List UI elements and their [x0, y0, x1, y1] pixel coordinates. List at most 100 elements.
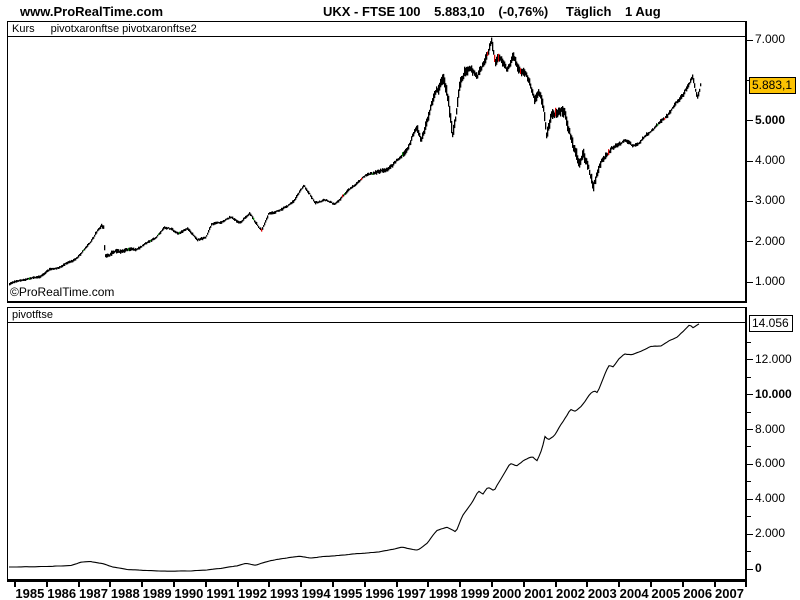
date-label: 1 Aug	[625, 4, 661, 19]
site-name: www.ProRealTime.com	[20, 4, 164, 19]
x-tick-label: 2003	[587, 586, 617, 600]
x-tick-label: 1998	[428, 586, 458, 600]
price-series	[9, 37, 702, 286]
x-tick-label: 1985	[15, 586, 45, 600]
price-y-axis[interactable]: 1.000 2.000 3.000 4.000 5.000 7.000 5.883,1	[747, 32, 800, 300]
x-tick	[14, 582, 16, 587]
x-tick	[459, 582, 462, 587]
x-tick	[491, 582, 493, 587]
price-panel: Kurs pivotxaronftse pivotxaronftse2 ©Pro…	[7, 21, 747, 303]
y-tick-label: 2.000	[755, 526, 786, 541]
x-tick-label: 2002	[556, 586, 585, 600]
y-tick-label: 4.000	[755, 153, 786, 167]
x-tick-label: 1994	[301, 586, 331, 600]
x-tick-label: 1989	[142, 586, 172, 600]
last-price-box: 5.883,1	[749, 76, 797, 94]
x-tick	[745, 582, 748, 587]
y-tick	[747, 568, 753, 570]
y-tick	[747, 551, 751, 553]
x-tick	[268, 582, 271, 587]
y-tick-label: 3.000	[755, 193, 786, 208]
y-tick-label: 4.000	[755, 491, 786, 506]
y-tick	[747, 359, 753, 361]
x-tick	[332, 582, 334, 587]
y-tick	[747, 446, 751, 448]
y-tick-label: 12.000	[755, 351, 792, 366]
y-tick-label: 6.000	[755, 456, 786, 471]
y-tick-label: 0	[755, 561, 762, 575]
price-chart-canvas[interactable]: ©ProRealTime.com	[8, 37, 745, 300]
x-tick	[713, 582, 716, 587]
indicator-names-top[interactable]: pivotxaronftse pivotxaronftse2	[50, 23, 197, 35]
y-tick	[747, 376, 751, 378]
y-tick-label: 1.000	[755, 274, 786, 288]
chart-title: UKX - FTSE 100 5.883,10 (-0,76%) Täglich…	[323, 4, 661, 19]
x-tick	[363, 582, 366, 587]
y-tick-label: 2.000	[755, 233, 786, 248]
y-tick	[747, 498, 753, 500]
y-tick	[747, 394, 753, 396]
y-tick	[747, 341, 751, 343]
y-tick-label: 7.000	[755, 32, 786, 46]
x-tick-label: 1997	[397, 586, 426, 600]
last-price: 5.883,10	[434, 4, 485, 19]
y-tick	[747, 463, 753, 465]
indicator-name-bottom[interactable]: pivotftse	[12, 309, 53, 321]
y-tick-label: 8.000	[755, 421, 786, 436]
indicator-value-box: 14.056	[749, 315, 793, 333]
y-tick	[747, 281, 753, 283]
tab-kurs[interactable]: Kurs	[12, 23, 35, 35]
indicator-panel-header: pivotftse	[8, 308, 745, 323]
x-tick-label: 1995	[333, 586, 363, 600]
indicator-y-axis[interactable]: 0 2.000 4.000 6.000 8.000 10.000 12.000 14.056	[747, 315, 800, 578]
x-tick-label: 2007	[715, 586, 744, 600]
instrument-name: UKX - FTSE 100	[323, 4, 421, 19]
y-tick-label: 5.000	[755, 112, 786, 127]
x-tick	[650, 582, 652, 587]
y-tick	[747, 481, 751, 483]
y-tick	[747, 241, 753, 243]
indicator-series	[9, 323, 700, 572]
x-tick	[586, 582, 589, 587]
y-tick	[747, 160, 753, 162]
y-tick	[747, 411, 751, 413]
y-tick	[747, 200, 753, 202]
x-tick-label: 2004	[619, 586, 649, 600]
x-tick-label: 1988	[110, 586, 140, 600]
x-tick	[141, 582, 144, 587]
x-tick-label: 2006	[683, 586, 713, 600]
x-tick-label: 1999	[460, 586, 490, 600]
y-tick	[747, 516, 751, 518]
x-tick-label: 1986	[47, 586, 77, 600]
y-tick	[747, 39, 753, 41]
x-tick	[77, 582, 80, 587]
indicator-panel: pivotftse	[7, 307, 747, 582]
x-tick	[681, 582, 684, 587]
x-tick	[618, 582, 621, 587]
x-tick-label: 1990	[174, 586, 204, 600]
x-tick	[300, 582, 303, 587]
price-change: (-0,76%)	[498, 4, 549, 19]
x-tick	[204, 582, 207, 587]
x-tick-label: 2005	[651, 586, 681, 600]
x-tick-label: 1996	[365, 586, 395, 600]
x-tick-label: 2000	[492, 586, 522, 600]
x-tick-label: 1987	[79, 586, 108, 600]
x-tick	[395, 582, 398, 587]
x-tick-label: 1991	[206, 586, 236, 600]
x-tick	[522, 582, 525, 587]
watermark: ©ProRealTime.com	[10, 285, 115, 299]
indicator-chart-canvas[interactable]	[8, 323, 745, 578]
time-x-axis[interactable]: 1985 1986 1987 1988 1989 1990 1991 1992 1993 1994…	[7, 582, 767, 600]
y-tick	[747, 429, 753, 430]
x-tick	[427, 582, 430, 587]
x-tick	[109, 582, 112, 587]
x-tick	[173, 582, 175, 587]
x-tick	[45, 582, 48, 587]
x-tick	[554, 582, 557, 587]
x-tick-label: 2001	[524, 586, 554, 600]
y-tick	[747, 533, 753, 535]
price-panel-header: Kurs pivotxaronftse pivotxaronftse2	[8, 22, 745, 37]
x-tick	[236, 582, 239, 587]
